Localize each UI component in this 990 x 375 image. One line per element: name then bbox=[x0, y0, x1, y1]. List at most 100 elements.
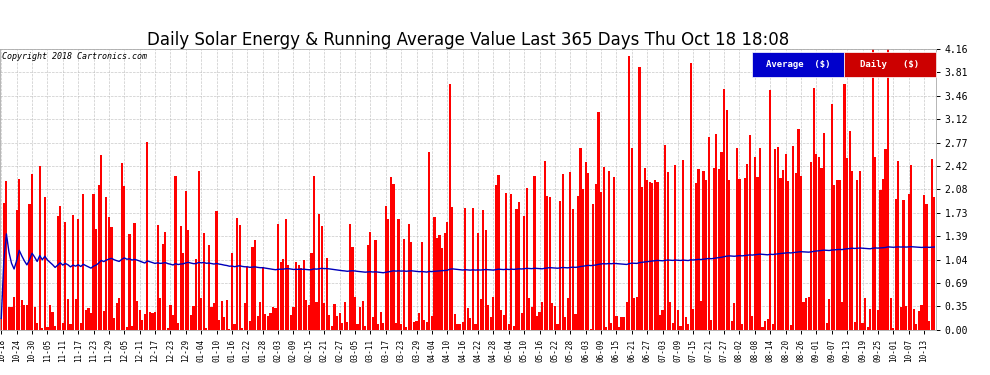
Bar bbox=[434, 217, 436, 330]
Bar bbox=[851, 171, 853, 330]
Bar bbox=[31, 174, 33, 330]
Bar bbox=[756, 177, 758, 330]
Bar bbox=[279, 262, 282, 330]
Bar bbox=[816, 154, 818, 330]
Bar bbox=[682, 160, 684, 330]
Bar bbox=[329, 315, 331, 330]
Bar bbox=[895, 199, 897, 330]
Bar bbox=[321, 226, 323, 330]
Bar bbox=[616, 316, 618, 330]
Bar bbox=[639, 67, 641, 330]
Bar bbox=[752, 52, 843, 77]
Bar bbox=[903, 200, 905, 330]
Bar bbox=[431, 315, 433, 330]
Bar bbox=[13, 297, 15, 330]
Bar bbox=[126, 327, 128, 330]
Bar bbox=[377, 324, 379, 330]
Bar bbox=[718, 169, 720, 330]
Bar bbox=[500, 310, 502, 330]
Bar bbox=[516, 209, 518, 330]
Bar bbox=[23, 305, 26, 330]
Bar bbox=[666, 172, 669, 330]
Bar bbox=[134, 223, 136, 330]
Bar bbox=[536, 316, 539, 330]
Bar bbox=[395, 323, 397, 330]
Bar bbox=[379, 312, 382, 330]
Bar bbox=[161, 244, 164, 330]
Bar bbox=[47, 327, 49, 330]
Bar bbox=[466, 308, 469, 330]
Bar bbox=[644, 168, 645, 330]
Bar bbox=[803, 302, 805, 330]
Bar bbox=[877, 310, 879, 330]
Bar bbox=[600, 192, 602, 330]
Bar bbox=[892, 328, 894, 330]
Bar bbox=[129, 234, 131, 330]
Bar bbox=[67, 298, 69, 330]
Bar bbox=[739, 179, 741, 330]
Bar bbox=[251, 247, 253, 330]
Bar bbox=[556, 324, 558, 330]
Bar bbox=[513, 326, 515, 330]
Bar bbox=[226, 300, 228, 330]
Bar bbox=[782, 170, 784, 330]
Bar bbox=[626, 302, 628, 330]
Bar bbox=[64, 222, 66, 330]
Bar bbox=[684, 316, 687, 330]
Bar bbox=[459, 324, 461, 330]
Bar bbox=[285, 219, 287, 330]
Bar bbox=[439, 235, 441, 330]
Bar bbox=[610, 323, 613, 330]
Bar bbox=[836, 180, 838, 330]
Bar bbox=[690, 63, 692, 330]
Bar bbox=[472, 208, 474, 330]
Bar bbox=[277, 224, 279, 330]
Bar bbox=[595, 184, 597, 330]
Bar bbox=[618, 327, 620, 330]
Bar bbox=[203, 233, 205, 330]
Bar bbox=[646, 180, 648, 330]
Bar bbox=[416, 321, 418, 330]
Bar bbox=[300, 268, 302, 330]
Bar bbox=[813, 88, 815, 330]
Title: Daily Solar Energy & Running Average Value Last 365 Days Thu Oct 18 18:08: Daily Solar Energy & Running Average Val… bbox=[147, 31, 789, 49]
Bar bbox=[364, 326, 366, 330]
Bar bbox=[853, 322, 856, 330]
Bar bbox=[913, 309, 915, 330]
Bar bbox=[592, 204, 594, 330]
Bar bbox=[118, 298, 120, 330]
Bar bbox=[677, 310, 679, 330]
Bar bbox=[708, 137, 710, 330]
Bar bbox=[61, 323, 64, 330]
Bar bbox=[326, 258, 328, 330]
Bar bbox=[436, 238, 439, 330]
Bar bbox=[521, 313, 523, 330]
Bar bbox=[292, 307, 295, 330]
Bar bbox=[464, 209, 466, 330]
Bar bbox=[85, 310, 87, 330]
Bar bbox=[908, 194, 910, 330]
Bar bbox=[569, 172, 571, 330]
Bar bbox=[254, 240, 256, 330]
Bar bbox=[392, 184, 395, 330]
Bar bbox=[303, 260, 305, 330]
Bar bbox=[839, 180, 841, 330]
Bar bbox=[736, 148, 738, 330]
Bar bbox=[821, 168, 823, 330]
Bar bbox=[664, 145, 666, 330]
Bar bbox=[579, 148, 582, 330]
Bar bbox=[353, 297, 356, 330]
Bar bbox=[195, 259, 197, 330]
Bar bbox=[723, 89, 726, 330]
Bar bbox=[36, 323, 39, 330]
Text: Copyright 2018 Cartronics.com: Copyright 2018 Cartronics.com bbox=[2, 52, 147, 60]
Bar bbox=[828, 298, 831, 330]
Bar bbox=[16, 210, 18, 330]
Bar bbox=[185, 190, 187, 330]
Bar bbox=[605, 327, 607, 330]
Bar bbox=[548, 197, 550, 330]
Bar bbox=[272, 307, 274, 330]
Bar bbox=[651, 183, 653, 330]
Bar bbox=[474, 324, 476, 330]
Bar bbox=[259, 302, 261, 330]
